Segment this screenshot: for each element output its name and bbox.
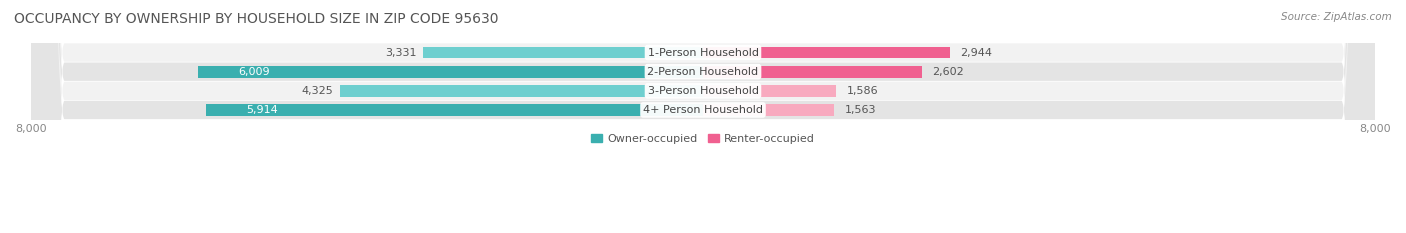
Legend: Owner-occupied, Renter-occupied: Owner-occupied, Renter-occupied: [586, 129, 820, 148]
Text: 6,009: 6,009: [239, 67, 270, 77]
Bar: [340, 85, 703, 97]
Bar: [198, 66, 703, 78]
Text: 2-Person Household: 2-Person Household: [647, 67, 759, 77]
FancyBboxPatch shape: [31, 0, 1375, 233]
Text: Source: ZipAtlas.com: Source: ZipAtlas.com: [1281, 12, 1392, 22]
Text: 2,944: 2,944: [960, 48, 993, 58]
Text: 1,563: 1,563: [845, 105, 876, 115]
Text: 1,586: 1,586: [846, 86, 877, 96]
FancyBboxPatch shape: [31, 0, 1375, 233]
Text: 3-Person Household: 3-Person Household: [648, 86, 758, 96]
Text: 4+ Person Household: 4+ Person Household: [643, 105, 763, 115]
Text: 4,325: 4,325: [301, 86, 333, 96]
Text: 1-Person Household: 1-Person Household: [648, 48, 758, 58]
Bar: [703, 66, 921, 78]
Bar: [703, 85, 837, 97]
Bar: [423, 47, 703, 58]
Text: 3,331: 3,331: [385, 48, 416, 58]
Text: 2,602: 2,602: [932, 67, 963, 77]
FancyBboxPatch shape: [31, 0, 1375, 233]
FancyBboxPatch shape: [31, 0, 1375, 233]
Text: OCCUPANCY BY OWNERSHIP BY HOUSEHOLD SIZE IN ZIP CODE 95630: OCCUPANCY BY OWNERSHIP BY HOUSEHOLD SIZE…: [14, 12, 499, 26]
Bar: [703, 47, 950, 58]
Bar: [703, 104, 834, 116]
Text: 5,914: 5,914: [246, 105, 277, 115]
Bar: [207, 104, 703, 116]
